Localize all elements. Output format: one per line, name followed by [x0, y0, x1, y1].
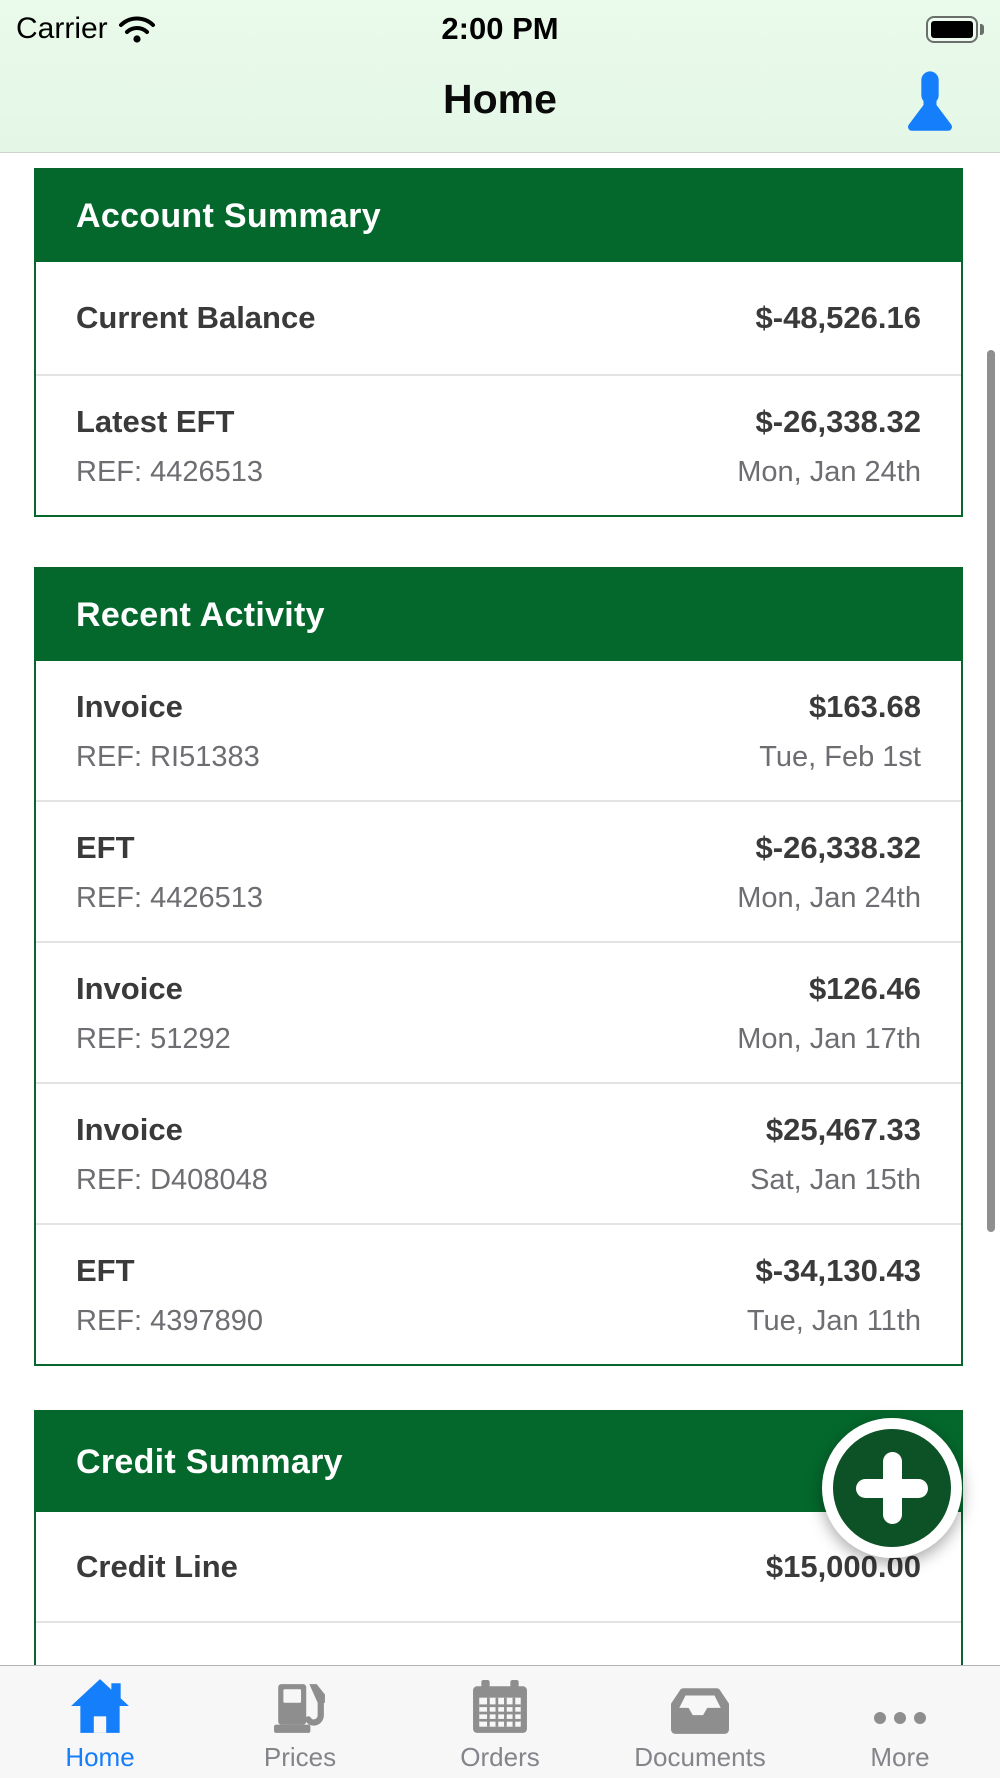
tab-orders[interactable]: Orders [400, 1666, 600, 1778]
row-date: Mon, Jan 24th [737, 882, 921, 914]
table-row[interactable]: Invoice $126.46 REF: 51292 Mon, Jan 17th [36, 943, 961, 1082]
row-date: Sat, Jan 15th [750, 1164, 921, 1196]
row-amount: $163.68 [808, 689, 921, 724]
tab-bar: Home Prices [0, 1665, 1000, 1778]
divider [36, 1082, 961, 1084]
table-row[interactable]: EFT $-34,130.43 REF: 4397890 Tue, Jan 11… [36, 1225, 961, 1364]
row-label: Current Balance [76, 300, 316, 335]
table-row[interactable]: Invoice $163.68 REF: RI51383 Tue, Feb 1s… [36, 661, 961, 800]
card-title: Credit Summary [76, 1442, 343, 1481]
card-header: Credit Summary [36, 1412, 961, 1512]
card-header: Account Summary [36, 170, 961, 262]
clock: 2:00 PM [441, 11, 559, 46]
table-row[interactable]: EFT $-26,338.32 REF: 4426513 Mon, Jan 24… [36, 802, 961, 941]
battery-icon [926, 15, 984, 43]
tab-label: Prices [263, 1742, 337, 1772]
divider [36, 800, 961, 802]
table-row[interactable]: Invoice $25,467.33 REF: D408048 Sat, Jan… [36, 1084, 961, 1223]
fuel-pump-icon [273, 1678, 327, 1734]
tab-label: Documents [634, 1742, 766, 1772]
row-date: Tue, Feb 1st [759, 741, 921, 773]
card-title: Recent Activity [76, 595, 325, 634]
row-label: Credit Line [76, 1548, 238, 1584]
carrier-label: Carrier [16, 12, 108, 45]
row-reference: REF: 4426513 [76, 456, 264, 488]
row-label: EFT [76, 830, 135, 865]
row-reference: REF: D408048 [76, 1164, 268, 1196]
tab-more[interactable]: More [800, 1666, 1000, 1778]
row-date: Tue, Jan 11th [746, 1305, 921, 1337]
card-account-summary: Account Summary Current Balance $-48,526… [34, 168, 963, 517]
home-icon [69, 1678, 131, 1734]
row-date: Mon, Jan 17th [737, 1023, 921, 1055]
row-label: Invoice [76, 1112, 183, 1147]
divider [36, 1223, 961, 1225]
tab-label: Orders [460, 1742, 540, 1772]
tab-label: Home [65, 1742, 135, 1772]
plus-icon [882, 1452, 902, 1524]
row-amount: $126.46 [808, 971, 921, 1006]
divider [36, 941, 961, 943]
card-header: Recent Activity [36, 569, 961, 661]
row-reference: REF: 51292 [76, 1023, 231, 1055]
row-label: Invoice [76, 689, 183, 724]
table-row: Credit Line $15,000.00 [36, 1512, 961, 1621]
nav-bar: Home [0, 58, 1000, 152]
scrollbar-thumb[interactable] [987, 350, 995, 1232]
row-date: Mon, Jan 24th [737, 456, 921, 488]
tab-prices[interactable]: Prices [200, 1666, 400, 1778]
divider [36, 1621, 961, 1623]
table-row: Latest EFT $-26,338.32 REF: 4426513 Mon,… [36, 376, 961, 515]
tab-documents[interactable]: Documents [600, 1666, 800, 1778]
status-bar: Carrier 2:00 PM [0, 0, 1000, 58]
documents-tray-icon [671, 1678, 729, 1734]
card-title: Account Summary [76, 196, 381, 235]
tab-label: More [870, 1742, 930, 1772]
add-button[interactable] [822, 1418, 962, 1558]
top-bar: Carrier 2:00 PM Home [0, 0, 1000, 153]
row-label: Latest EFT [76, 404, 235, 439]
row-label: EFT [76, 1253, 135, 1288]
row-reference: REF: RI51383 [76, 741, 260, 773]
row-amount: $-48,526.16 [755, 300, 921, 335]
card-recent-activity: Recent Activity Invoice $163.68 REF: RI5… [34, 567, 963, 1366]
row-label: Invoice [76, 971, 183, 1006]
more-ellipsis-icon [871, 1678, 929, 1734]
divider [36, 374, 961, 376]
row-amount: $-34,130.43 [755, 1253, 921, 1288]
table-row: Current Balance $-48,526.16 [36, 262, 961, 374]
page-title: Home [443, 76, 557, 122]
row-reference: REF: 4397890 [76, 1305, 264, 1337]
calendar-icon [472, 1678, 528, 1734]
wifi-icon [118, 16, 155, 43]
row-reference: REF: 4426513 [76, 882, 264, 914]
row-amount: $-26,338.32 [755, 830, 921, 865]
row-amount: $25,467.33 [765, 1112, 921, 1147]
person-icon[interactable] [904, 68, 956, 142]
row-amount: $-26,338.32 [755, 404, 921, 439]
tab-home[interactable]: Home [0, 1666, 200, 1778]
